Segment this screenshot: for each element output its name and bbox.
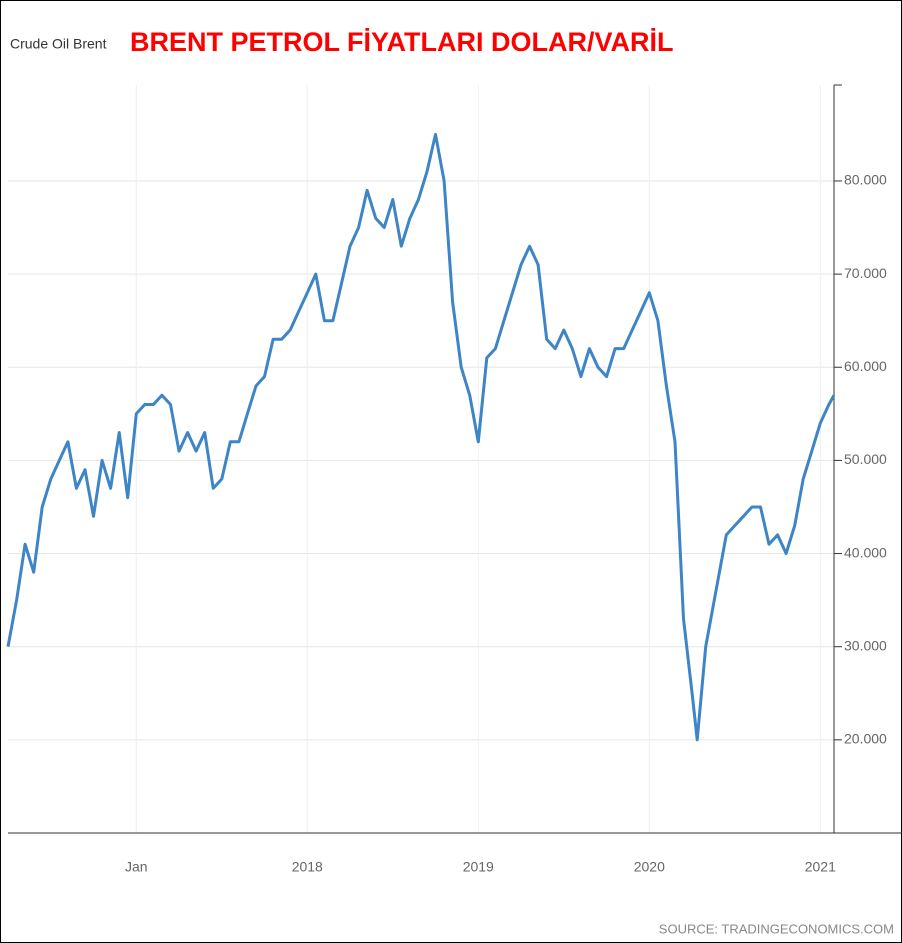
x-tick-label: Jan [125,859,148,875]
y-tick-label: 70.000 [844,265,887,281]
y-tick-label: 60.000 [844,358,887,374]
x-tick-label: 2021 [805,859,836,875]
chart-subtitle: Crude Oil Brent [10,36,107,52]
x-tick-label: 2020 [634,859,665,875]
x-tick-label: 2019 [463,859,494,875]
y-tick-label: 20.000 [844,731,887,747]
chart-title: BRENT PETROL FİYATLARI DOLAR/VARİL [130,27,674,57]
source: SOURCE: TRADINGECONOMICS.COM [659,921,894,936]
y-tick-label: 40.000 [844,544,887,560]
x-tick-label: 2018 [292,859,323,875]
y-tick-label: 80.000 [844,172,887,188]
y-tick-label: 30.000 [844,637,887,653]
y-tick-label: 50.000 [844,451,887,467]
price-line [6,132,836,742]
